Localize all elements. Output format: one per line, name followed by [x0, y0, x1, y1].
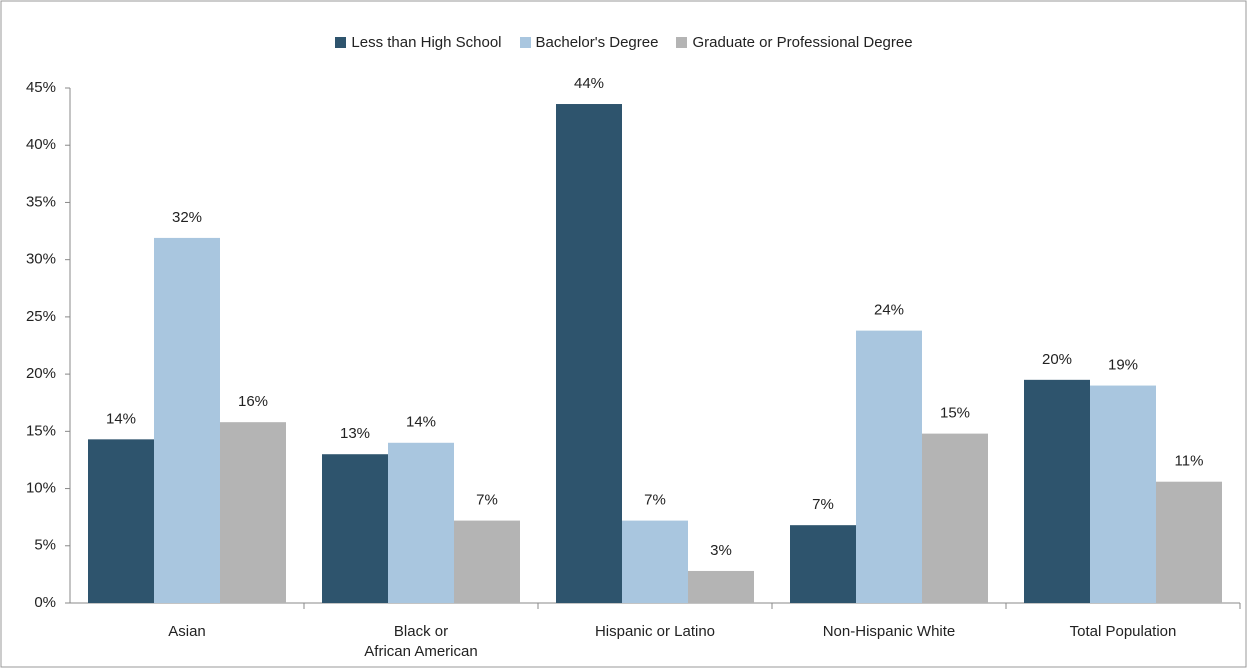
x-tick-label: Black or African American — [364, 623, 478, 660]
bar — [856, 330, 922, 603]
x-tick-label: Non-Hispanic White — [822, 623, 956, 640]
bar — [454, 520, 520, 603]
data-label: 13% — [340, 425, 370, 442]
data-label: 20% — [1042, 351, 1072, 368]
data-label: 7% — [476, 492, 498, 509]
data-label: 16% — [238, 393, 268, 410]
bar — [388, 442, 454, 603]
data-label: 14% — [106, 410, 136, 427]
legend-item: Bachelor's Degree — [519, 34, 659, 51]
bar — [322, 454, 388, 603]
bar — [922, 433, 988, 603]
bar — [88, 439, 154, 603]
bar — [622, 520, 688, 603]
legend-swatch — [519, 37, 531, 48]
data-label: 7% — [812, 496, 834, 513]
bar — [556, 104, 622, 604]
data-label: 44% — [574, 75, 604, 92]
y-tick-label: 10% — [26, 480, 56, 497]
bar — [1156, 481, 1222, 603]
data-label: 15% — [940, 405, 970, 422]
x-tick-label: Total Population — [1069, 623, 1177, 640]
y-tick-label: 0% — [34, 594, 56, 611]
legend-swatch — [335, 37, 347, 48]
y-tick-label: 20% — [26, 365, 56, 382]
data-label: 19% — [1108, 357, 1138, 374]
data-label: 32% — [172, 209, 202, 226]
data-label: 14% — [406, 414, 436, 431]
bar — [1090, 385, 1156, 603]
bar — [220, 422, 286, 603]
data-label: 11% — [1175, 453, 1204, 470]
y-tick-label: 35% — [26, 193, 56, 210]
bar — [154, 237, 220, 603]
y-tick-label: 25% — [26, 308, 56, 325]
legend: Less than High School Bachelor's Degree Gr… — [0, 34, 1248, 51]
y-tick-label: 40% — [26, 136, 56, 153]
data-label: 7% — [644, 492, 666, 509]
data-label: 3% — [710, 542, 732, 559]
y-tick-label: 30% — [26, 251, 56, 268]
data-label: 24% — [874, 302, 904, 319]
legend-label: Graduate or Professional Degree — [692, 34, 913, 51]
y-tick-label: 45% — [26, 79, 56, 96]
legend-swatch — [676, 37, 688, 48]
y-tick-label: 15% — [26, 422, 56, 439]
bar — [1024, 379, 1090, 603]
legend-item: Less than High School — [335, 34, 502, 51]
legend-label: Bachelor's Degree — [535, 34, 659, 51]
y-tick-label: 5% — [34, 537, 56, 554]
x-tick-label: Asian — [168, 623, 206, 640]
bar — [790, 525, 856, 603]
legend-label: Less than High School — [351, 34, 502, 51]
bar — [688, 570, 754, 603]
x-tick-label: Hispanic or Latino — [594, 623, 716, 640]
legend-item: Graduate or Professional Degree — [676, 34, 913, 51]
